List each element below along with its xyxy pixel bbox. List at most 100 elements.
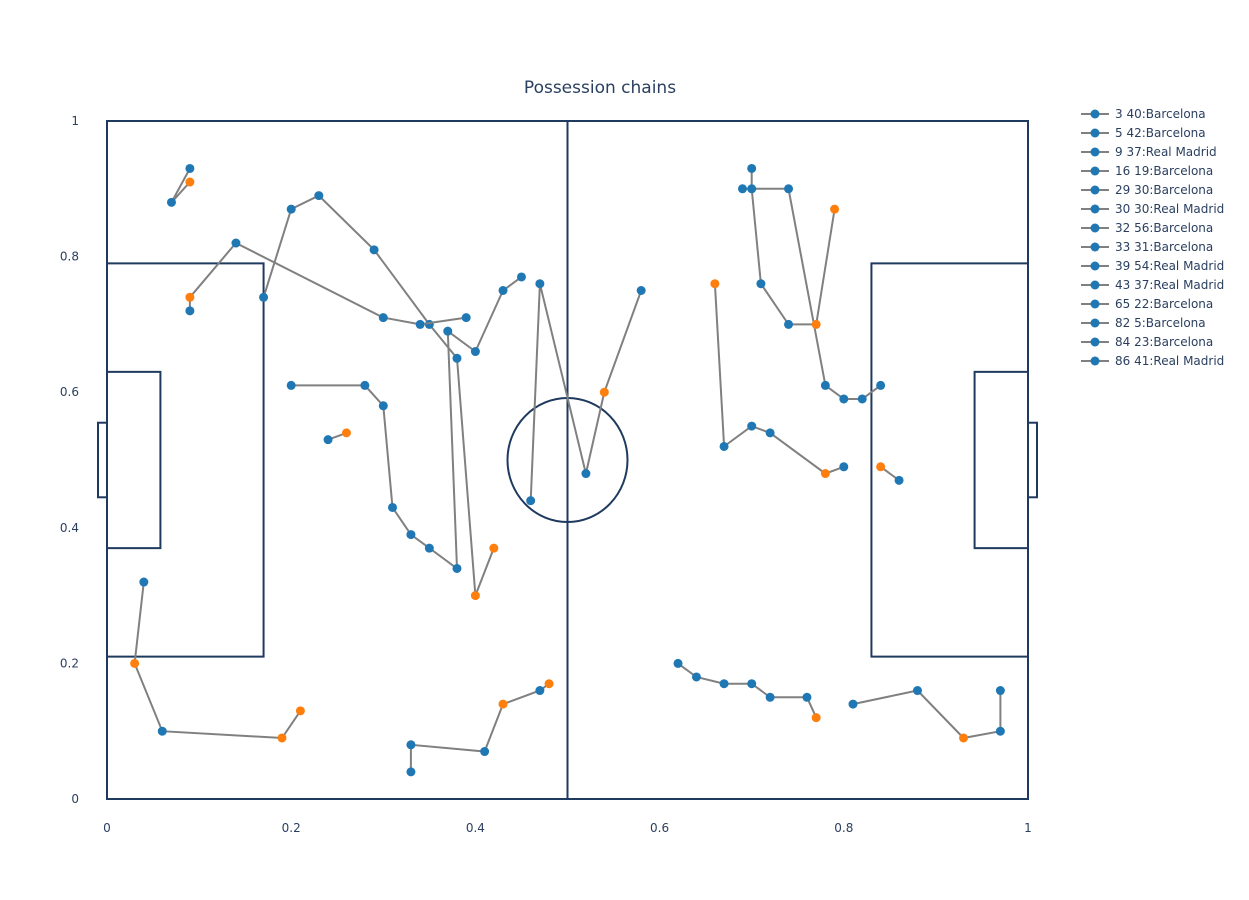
legend-marker-swatch <box>1090 242 1100 252</box>
shot-point <box>498 699 508 709</box>
pitch-lines <box>97 120 1038 800</box>
x-tick-label: 0.8 <box>834 821 853 835</box>
chain-series <box>526 279 646 506</box>
chain-line <box>852 689 1002 740</box>
shot-point <box>341 428 351 438</box>
legend-item: 9 37:Real Madrid <box>1081 145 1217 159</box>
pass-point <box>185 306 195 316</box>
legend-item: 43 37:Real Madrid <box>1081 278 1224 292</box>
legend-item: 3 40:Barcelona <box>1081 107 1206 121</box>
y-tick-label: 0.4 <box>60 521 79 535</box>
pass-point <box>857 394 867 404</box>
pass-point <box>848 699 858 709</box>
chain-series <box>185 238 471 329</box>
legend-item: 5 42:Barcelona <box>1081 126 1206 140</box>
chain-series <box>286 272 526 573</box>
legend-label: 30 30:Real Madrid <box>1115 202 1224 216</box>
pass-point <box>461 313 471 323</box>
legend-marker-swatch <box>1090 261 1100 271</box>
x-tick-label: 1 <box>1024 821 1032 835</box>
shot-point <box>185 177 195 187</box>
pass-point <box>719 679 729 689</box>
pass-point <box>784 319 794 329</box>
shot-point <box>811 713 821 723</box>
chain-line <box>133 581 302 740</box>
possession-chains <box>130 163 1005 777</box>
legend-marker-swatch <box>1090 299 1100 309</box>
pass-point <box>166 197 176 207</box>
shot-point <box>544 679 554 689</box>
pass-point <box>719 441 729 451</box>
pass-point <box>231 238 241 248</box>
legend-item: 39 54:Real Madrid <box>1081 259 1224 273</box>
legend-marker-swatch <box>1090 128 1100 138</box>
pass-point <box>765 428 775 438</box>
shot-point <box>489 543 499 553</box>
legend-label: 3 40:Barcelona <box>1115 107 1206 121</box>
chain-series <box>406 679 554 777</box>
pass-point <box>784 184 794 194</box>
pass-point <box>452 563 462 573</box>
shot-point <box>710 279 720 289</box>
y-tick-label: 0 <box>71 792 79 806</box>
legend-label: 16 19:Barcelona <box>1115 164 1213 178</box>
x-tick-label: 0.2 <box>282 821 301 835</box>
shot-point <box>876 462 886 472</box>
pass-point <box>839 394 849 404</box>
y-tick-label: 1 <box>71 114 79 128</box>
pass-point <box>388 502 398 512</box>
pass-point <box>286 380 296 390</box>
shot-point <box>959 733 969 743</box>
x-tick-label: 0.4 <box>466 821 485 835</box>
legend-label: 39 54:Real Madrid <box>1115 259 1224 273</box>
penalty-area-left <box>106 262 265 658</box>
chain-line <box>742 187 882 400</box>
legend-label: 86 41:Real Madrid <box>1115 354 1224 368</box>
legend-marker-swatch <box>1090 280 1100 290</box>
x-tick-label: 0.6 <box>650 821 669 835</box>
penalty-area-right <box>870 262 1029 658</box>
pass-point <box>839 462 849 472</box>
pass-point <box>673 658 683 668</box>
shot-point <box>470 591 480 601</box>
legend-label: 33 31:Barcelona <box>1115 240 1213 254</box>
pass-point <box>157 726 167 736</box>
pass-point <box>470 347 480 357</box>
shot-point <box>811 319 821 329</box>
pass-point <box>424 543 434 553</box>
pass-point <box>259 292 269 302</box>
legend-item: 86 41:Real Madrid <box>1081 354 1224 368</box>
pass-point <box>747 184 757 194</box>
pass-point <box>443 326 453 336</box>
pass-point <box>691 672 701 682</box>
pass-point <box>535 279 545 289</box>
goal-area-right <box>973 370 1029 550</box>
pass-point <box>323 435 333 445</box>
pass-point <box>415 319 425 329</box>
pass-point <box>995 726 1005 736</box>
legend-label: 82 5:Barcelona <box>1115 316 1206 330</box>
pass-point <box>747 679 757 689</box>
x-axis-ticks: 0 0.2 0.4 0.6 0.8 1 <box>103 821 1032 835</box>
shot-point <box>295 706 305 716</box>
chain-series <box>130 577 305 743</box>
legend-item: 82 5:Barcelona <box>1081 316 1206 330</box>
legend-item: 65 22:Barcelona <box>1081 297 1213 311</box>
legend-label: 32 56:Barcelona <box>1115 221 1213 235</box>
chain-line <box>750 168 836 326</box>
pass-point <box>995 686 1005 696</box>
legend-marker-swatch <box>1090 356 1100 366</box>
pass-point <box>452 353 462 363</box>
chain-line <box>291 276 523 571</box>
legend-marker-swatch <box>1090 185 1100 195</box>
y-tick-label: 0.2 <box>60 656 79 670</box>
legend-item: 32 56:Barcelona <box>1081 221 1213 235</box>
pass-point <box>535 686 545 696</box>
chain-line <box>262 194 495 596</box>
pass-point <box>286 204 296 214</box>
legend-marker-swatch <box>1090 337 1100 347</box>
pass-point <box>820 380 830 390</box>
chain-series <box>259 191 499 601</box>
pass-point <box>581 469 591 479</box>
chain-series <box>673 658 821 723</box>
